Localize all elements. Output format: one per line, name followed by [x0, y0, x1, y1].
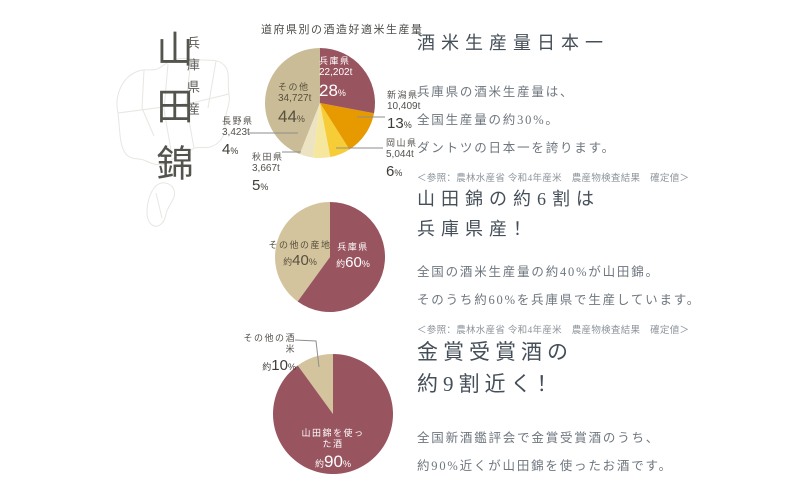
pie-0-slice-2 [320, 103, 350, 158]
pie3-others-name: その他の酒米 [243, 333, 296, 355]
section2-body: 全国の酒米生産量の約40%が山田錦。 そのうち約60%を兵庫県で生産しています。 [417, 265, 702, 307]
pie1-okayama-percent: 6% [386, 162, 403, 180]
pie3-yamadanishiki-percent: 約90% [315, 451, 351, 471]
pie-1-slice-1 [275, 202, 330, 302]
pie1-hyogo-percent: 28% [319, 80, 346, 100]
section1-body: 兵庫県の酒米生産量は、 全国生産量の約30%。 ダントツの日本一を誇ります。 [417, 85, 616, 155]
pie-0-slice-3 [313, 103, 331, 158]
pie1-hyogo-name: 兵庫県 [319, 56, 351, 66]
pie1-label-hyogo: 兵庫県 22,202t 28% [319, 56, 352, 102]
pie2-label-hyogo: 兵庫県 約60% [329, 242, 377, 273]
section1-source: ＜参照：農林水産省 令和4年産米 農産物検査結果 確定値＞ [417, 174, 690, 184]
pie-chart-production-by-prefecture [249, 48, 385, 158]
brand-product-title: 山田錦 [150, 30, 191, 201]
leader-lines [249, 116, 385, 153]
pie1-akita-amount: 3,667t [252, 163, 280, 175]
pie-2-slice-1 [297, 354, 333, 414]
pie1-nagano-name: 長野県 [222, 116, 254, 126]
section2-heading: 山田錦の約6割は 兵庫県産！ [417, 189, 600, 239]
pie2-others-name: その他の産地 [268, 240, 332, 250]
pie-0-slice-5 [265, 48, 320, 155]
pie2-label-others: その他の産地 約40% [266, 240, 334, 271]
pie3-others-percent: 約10% [262, 356, 296, 374]
brand-origin-label: 兵庫県産 [185, 36, 200, 124]
hyogo-map-outline [116, 57, 230, 227]
chart1-title: 道府県別の酒造好適米生産量 [261, 24, 424, 36]
pie3-label-others: その他の酒米 約10% [241, 333, 296, 376]
pie1-label-nagano: 長野県 3,423t 4% [222, 116, 254, 160]
pie2-hyogo-name: 兵庫県 [337, 242, 369, 252]
pie3-yamadanishiki-name: 山田錦を使った酒 [301, 428, 365, 450]
pie1-niigata-amount: 10,409t [387, 101, 421, 113]
section3-body: 全国新酒鑑評会で金賞受賞酒のうち、 約90%近くが山田錦を使ったお酒です。 [417, 431, 673, 473]
pie-chart-gold-award-sake [273, 339, 393, 474]
pie3-label-yamadanishiki: 山田錦を使った酒 約90% [300, 428, 366, 473]
section3-heading: 金賞受賞酒の 約9割近く！ [417, 340, 573, 396]
pie1-label-others: その他 34,727t 44% [278, 82, 311, 128]
pie1-label-niigata: 新潟県 10,409t 13% [387, 90, 420, 134]
pie1-hyogo-amount: 22,202t [319, 67, 353, 79]
pie2-others-percent: 約40% [283, 252, 317, 270]
leader-line [294, 339, 320, 368]
pie1-others-percent: 44% [278, 106, 305, 126]
pie1-others-amount: 34,727t [278, 93, 312, 105]
section2-source: ＜参照：農林水産省 令和4年産米 農産物検査結果 確定値＞ [417, 326, 690, 336]
pie1-niigata-name: 新潟県 [387, 90, 419, 100]
pie1-akita-name: 秋田県 [252, 152, 284, 162]
pie1-others-name: その他 [278, 82, 310, 92]
pie2-hyogo-percent: 約60% [336, 254, 370, 272]
pie1-okayama-name: 岡山県 [386, 138, 418, 148]
pie-chart-yamadanishiki-origin [275, 202, 385, 312]
pie-1-slice-0 [297, 202, 385, 312]
pie-0-slice-1 [320, 103, 375, 150]
section1-heading: 酒米生産量日本一 [417, 33, 609, 53]
pie1-label-akita: 秋田県 3,667t 5% [252, 152, 284, 196]
section-hyogo-share: 山田錦の約6割は 兵庫県産！ 全国の酒米生産量の約40%が山田錦。 そのうち約6… [417, 184, 717, 336]
pie-0-slice-4 [299, 103, 320, 158]
pie1-nagano-percent: 4% [222, 140, 239, 158]
pie1-label-okayama: 岡山県 5,044t 6% [386, 138, 418, 182]
pie1-niigata-percent: 13% [387, 114, 412, 132]
section-production-rank: 酒米生産量日本一 兵庫県の酒米生産量は、 全国生産量の約30%。 ダントツの日本… [417, 28, 717, 184]
pie-0-slice-0 [320, 48, 375, 114]
pie1-okayama-amount: 5,044t [386, 149, 414, 161]
section-gold-award: 金賞受賞酒の 約9割近く！ 全国新酒鑑評会で金賞受賞酒のうち、 約90%近くが山… [417, 336, 717, 480]
pie1-nagano-amount: 3,423t [222, 127, 250, 139]
pie-2-slice-0 [273, 354, 393, 474]
pie1-akita-percent: 5% [252, 176, 269, 194]
